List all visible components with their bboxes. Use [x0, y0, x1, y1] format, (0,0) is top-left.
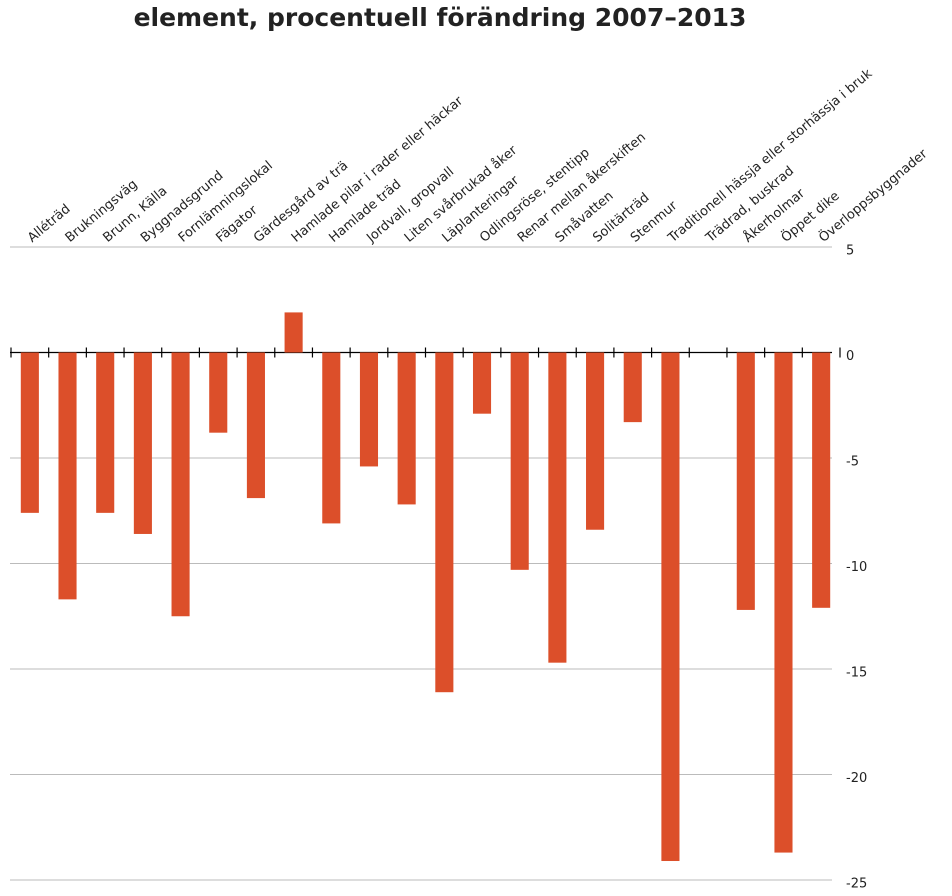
bar [435, 352, 454, 693]
bar [397, 352, 416, 505]
y-tick-label: 5 [846, 244, 854, 259]
bar [246, 352, 265, 499]
bar [171, 352, 190, 617]
bar [359, 352, 379, 467]
bar [20, 352, 39, 513]
bar [133, 352, 152, 534]
bar [736, 352, 755, 610]
chart-title: element, procentuell förändring 2007–201… [134, 3, 747, 32]
bar [58, 352, 77, 600]
bar [774, 352, 793, 853]
y-tick-label: -25 [846, 877, 867, 892]
bar [812, 352, 831, 608]
y-tick-label: 0 [846, 349, 854, 364]
y-tick-label: -10 [846, 560, 867, 575]
bar [661, 352, 680, 862]
bar [623, 352, 642, 423]
y-tick-label: -5 [846, 455, 859, 470]
bar [472, 352, 492, 414]
y-tick-label: -20 [846, 771, 867, 786]
y-tick-label: -15 [846, 666, 867, 681]
bar [548, 352, 567, 663]
bar [209, 352, 228, 433]
bar [284, 312, 303, 353]
bar [96, 352, 115, 513]
bar [322, 352, 341, 524]
bar [586, 352, 605, 530]
bar [510, 352, 529, 570]
